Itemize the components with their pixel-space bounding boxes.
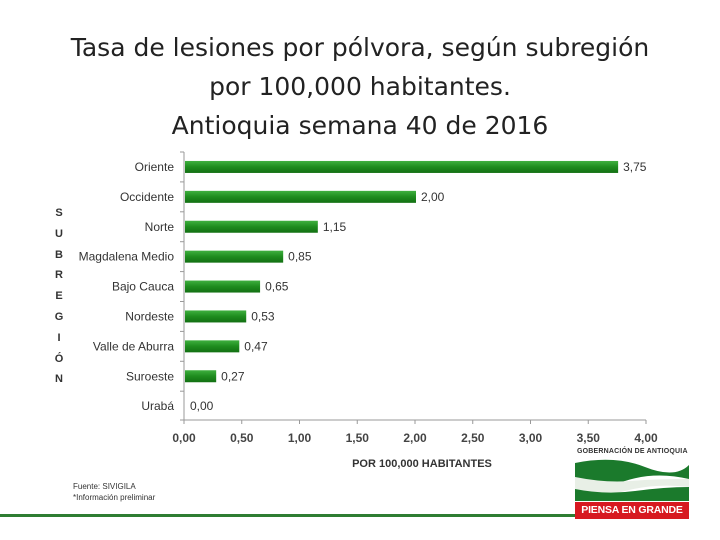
y-label-letter: G bbox=[54, 310, 64, 323]
value-label: 0,53 bbox=[251, 309, 275, 323]
source-text: Fuente: SIVIGILA bbox=[73, 482, 136, 491]
logo-org-name: GOBERNACIÓN DE ANTIOQUIA bbox=[577, 448, 688, 455]
value-label: 2,00 bbox=[421, 190, 445, 204]
bar bbox=[185, 370, 217, 383]
gobernacion-logo: GOBERNACIÓN DE ANTIOQUIA PIENSA EN GRAND… bbox=[575, 448, 690, 520]
source-note: Fuente: SIVIGILA *Información preliminar bbox=[73, 481, 155, 503]
bottom-divider bbox=[0, 514, 575, 517]
bar bbox=[185, 250, 284, 263]
x-tick-label: 0,00 bbox=[172, 431, 196, 445]
category-label: Urabá bbox=[141, 399, 174, 413]
title-line-3: Antioquia semana 40 de 2016 bbox=[171, 111, 549, 140]
category-label: Nordeste bbox=[125, 309, 174, 323]
x-tick-label: 3,50 bbox=[577, 431, 601, 445]
value-label: 3,75 bbox=[623, 160, 647, 174]
bar bbox=[185, 340, 240, 353]
bar bbox=[185, 190, 416, 203]
bar bbox=[185, 220, 318, 233]
y-label-letter: B bbox=[55, 248, 63, 261]
value-label: 0,65 bbox=[265, 280, 289, 294]
y-label-letter: N bbox=[55, 373, 63, 386]
x-axis-title: POR 100,000 HABITANTES bbox=[352, 458, 492, 470]
category-label: Suroeste bbox=[126, 369, 174, 383]
title-line-1: Tasa de lesiones por pólvora, según subr… bbox=[70, 33, 650, 62]
flag-icon bbox=[575, 457, 689, 501]
chart-title: Tasa de lesiones por pólvora, según subr… bbox=[0, 28, 720, 145]
y-axis-label: S U B R E G I Ó N bbox=[52, 203, 66, 390]
x-tick-label: 0,50 bbox=[230, 431, 254, 445]
y-label-letter: E bbox=[55, 290, 63, 303]
preliminary-note: *Información preliminar bbox=[73, 493, 156, 502]
category-label: Occidente bbox=[120, 190, 174, 204]
value-label: 0,47 bbox=[244, 339, 268, 353]
y-label-letter: Ó bbox=[54, 352, 64, 365]
bar bbox=[185, 310, 247, 323]
y-label-letter: S bbox=[55, 207, 63, 219]
y-label-letter: I bbox=[57, 331, 61, 344]
value-label: 0,00 bbox=[190, 399, 214, 413]
value-label: 0,85 bbox=[288, 250, 312, 264]
category-label: Valle de Aburra bbox=[93, 339, 174, 353]
x-tick-label: 2,00 bbox=[403, 431, 427, 445]
category-label: Oriente bbox=[135, 160, 175, 174]
x-tick-label: 2,50 bbox=[461, 431, 485, 445]
y-label-letter: U bbox=[55, 227, 63, 240]
x-tick-label: 1,50 bbox=[346, 431, 370, 445]
bar bbox=[185, 160, 619, 173]
title-line-2: por 100,000 habitantes. bbox=[209, 72, 511, 101]
value-label: 0,27 bbox=[221, 369, 245, 383]
x-tick-label: 4,00 bbox=[634, 431, 658, 445]
value-label: 1,15 bbox=[323, 220, 347, 234]
logo-slogan: PIENSA EN GRANDE bbox=[575, 502, 689, 519]
x-tick-label: 1,00 bbox=[288, 431, 312, 445]
y-label-letter: R bbox=[55, 269, 63, 282]
bar bbox=[185, 280, 261, 293]
category-label: Bajo Cauca bbox=[112, 280, 174, 294]
x-tick-label: 3,00 bbox=[519, 431, 543, 445]
category-label: Norte bbox=[145, 220, 175, 234]
category-label: Magdalena Medio bbox=[79, 250, 175, 264]
